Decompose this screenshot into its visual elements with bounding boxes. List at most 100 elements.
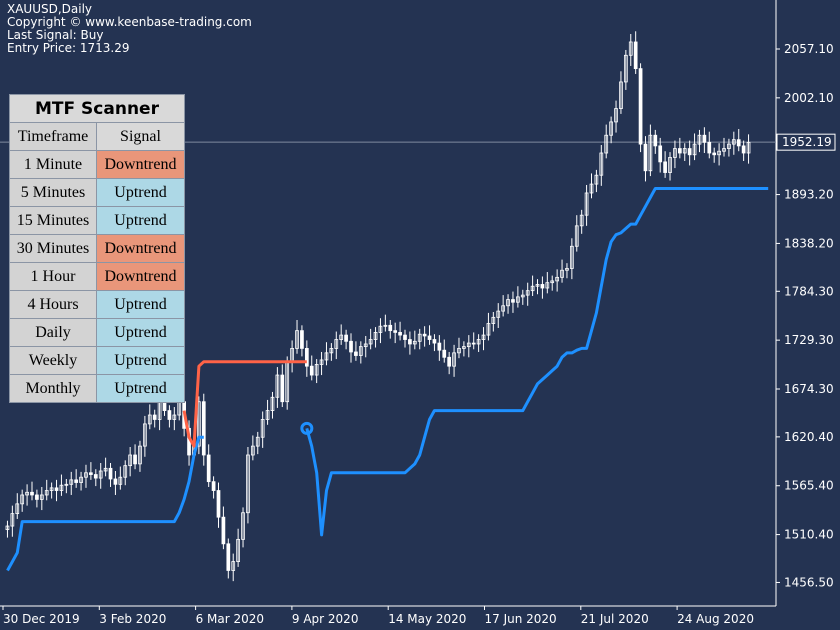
y-tick-label: 2002.10 [784,91,834,105]
candle-body [358,346,363,356]
candle-body [520,294,525,298]
candle-body [727,143,731,149]
candle-body [138,445,142,465]
candle-body [69,479,74,485]
candle-body [574,225,579,247]
y-tick-label: 1674.30 [784,382,834,396]
x-tick-label: 24 Aug 2020 [677,612,754,626]
candle-body [408,339,412,345]
x-tick-label: 21 Jul 2020 [581,612,649,626]
scanner-row: 5 Minutes Uptrend [9,178,185,207]
candle-body [309,365,314,376]
candle-body [432,339,437,344]
candle-body [388,324,393,332]
candle-body [265,410,270,420]
candle-body [412,340,417,345]
candle-body [89,472,93,475]
candle-body [44,490,49,496]
candle-body [506,299,510,307]
candlesticks [5,31,751,582]
candle-body [206,454,211,483]
buy-signal-marker [300,421,314,435]
candle-body [565,268,569,271]
candle-body [481,334,486,340]
x-tick-label: 3 Feb 2020 [99,612,166,626]
scanner-row: Monthly Uptrend [9,374,185,403]
candle-body [133,454,137,465]
signal-cell: Uptrend [96,318,185,347]
candle-body [707,141,712,154]
candle-body [211,481,216,491]
candle-body [594,174,599,185]
candle-body [349,340,353,353]
candle-body [633,41,638,70]
timeframe-header: Timeframe [9,122,97,151]
candle-body [462,346,466,349]
candle-body [236,538,240,562]
candle-body [731,139,736,145]
candle-body [118,476,123,485]
candle-body [589,183,594,194]
y-tick-label: 1729.30 [784,333,834,347]
candle-body [550,280,555,284]
x-tick-label: 17 Jun 2020 [485,612,557,626]
candle-body [295,330,299,349]
y-tick-label: 1838.20 [784,236,834,250]
candle-body [653,134,658,147]
candle-body [103,467,108,472]
candle-body [687,148,692,156]
candle-body [84,472,88,478]
candle-body [334,339,339,349]
candle-body [609,121,613,136]
candle-body [579,214,584,227]
candle-body [604,134,609,154]
candle-body [216,490,221,518]
candle-body [717,150,721,156]
entry-price-label: Entry Price: 1713.29 [7,41,130,55]
candle-body [260,419,265,438]
candle-body [275,374,280,398]
candle-body [682,148,687,154]
candle-body [702,134,707,143]
candle-body [5,525,10,531]
mtf-scanner-table: MTF Scanner Timeframe Signal 1 Minute Do… [9,94,185,403]
candle-body [452,352,456,367]
signal-cell: Downtrend [96,234,185,263]
candle-body [74,479,79,483]
signal-cell: Downtrend [96,262,185,291]
candle-body [447,356,452,367]
candle-body [417,333,422,342]
candle-body [10,513,15,527]
timeframe-cell: 30 Minutes [9,234,97,263]
signal-cell: Uptrend [96,178,185,207]
candle-body [570,245,574,269]
symbol-label: XAUUSD,Daily [7,2,93,16]
candle-body [673,148,677,158]
candle-body [545,282,550,289]
candle-body [329,348,334,354]
current-price-box: 1952.19 [776,133,836,151]
current-price-box-border [776,133,836,151]
candle-body [354,351,358,356]
candle-body [201,401,206,456]
timeframe-cell: 4 Hours [9,290,97,319]
copyright-label: Copyright © www.keenbase-trading.com [7,15,252,29]
signal-cell: Uptrend [96,374,185,403]
candle-body [663,161,667,173]
candle-body [486,323,491,336]
candle-body [692,143,697,156]
candle-body [143,423,147,447]
candle-body [427,335,432,340]
candle-body [108,467,113,480]
uptrend-line [6,187,769,572]
candle-body [35,494,39,500]
candle-body [15,503,20,515]
candle-body [511,299,515,303]
candle-body [712,152,717,156]
candle-body [471,342,476,345]
candle-body [79,476,83,483]
candle-body [172,414,177,420]
candle-body [466,342,471,348]
